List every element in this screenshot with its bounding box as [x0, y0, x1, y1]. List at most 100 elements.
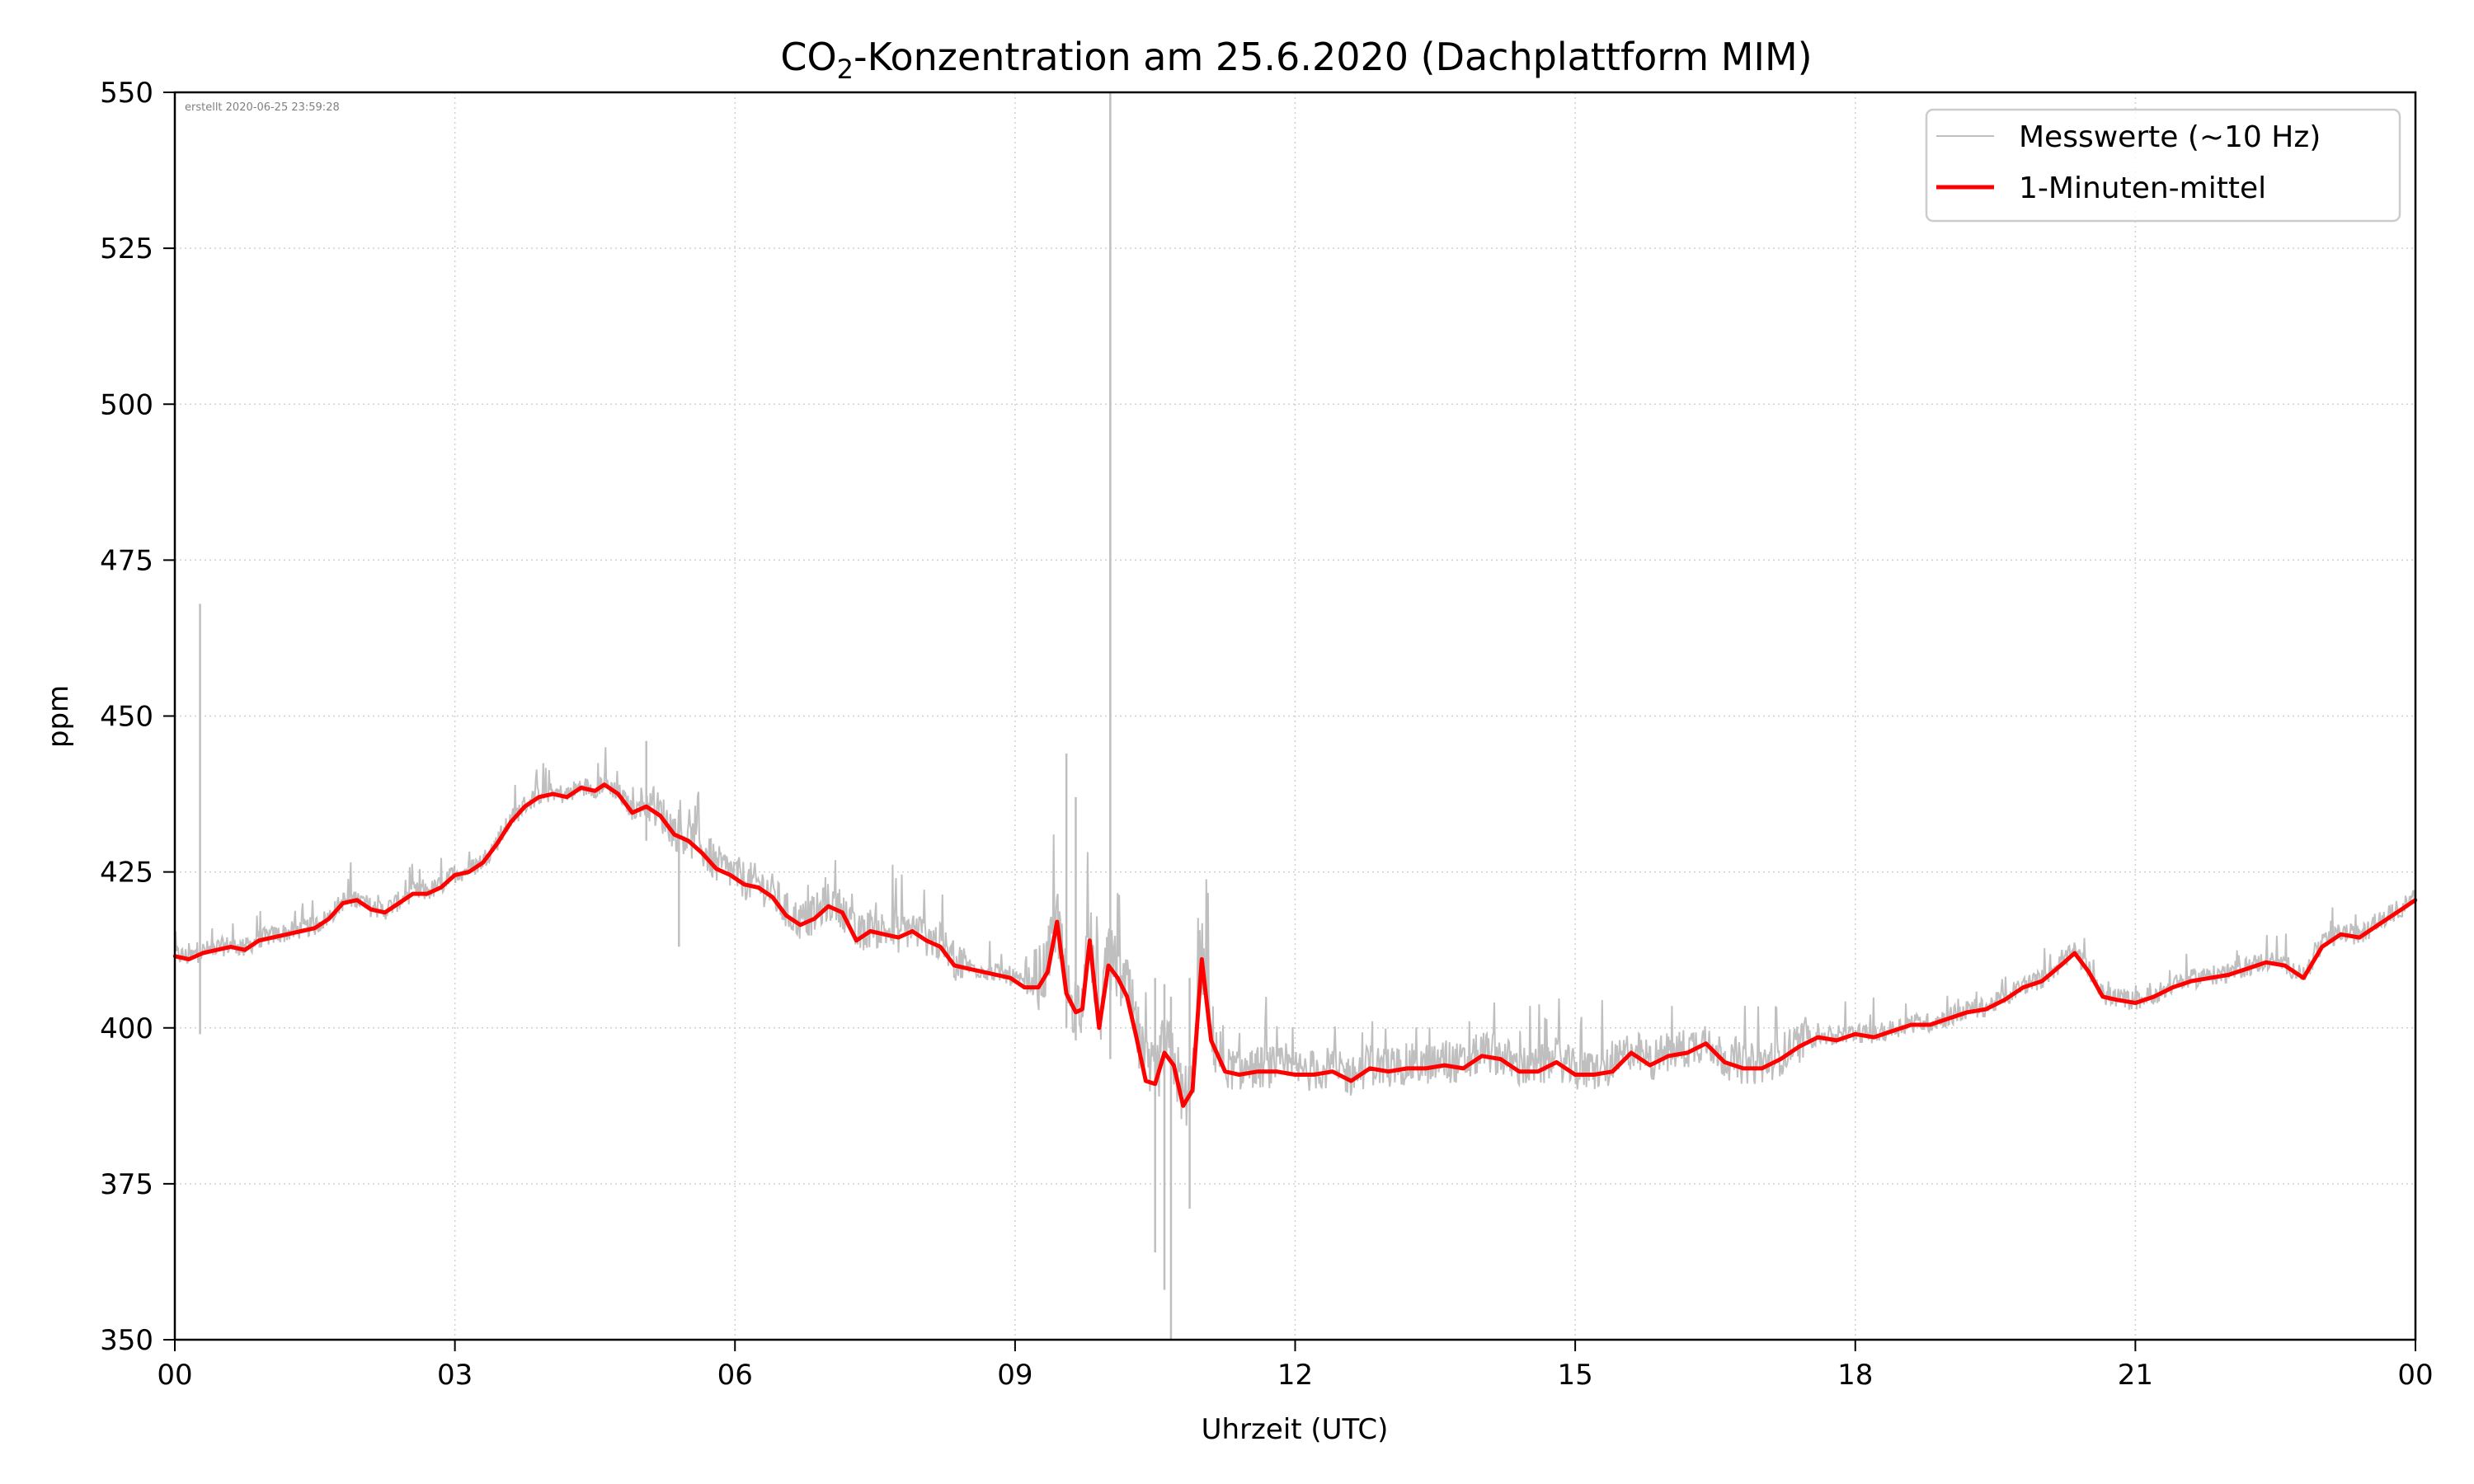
mean-point — [1144, 1078, 1148, 1083]
mean-line — [174, 782, 2417, 1108]
mean-point — [1330, 1069, 1335, 1073]
mean-point — [439, 885, 443, 890]
mean-point — [1009, 976, 1013, 980]
x-tick-label: 15 — [1557, 1359, 1592, 1392]
raw-series-layer — [174, 92, 2416, 1340]
mean-point — [728, 873, 732, 877]
mean-point — [186, 957, 191, 961]
mean-point — [327, 917, 331, 921]
mean-point — [2302, 976, 2306, 980]
mean-point — [700, 851, 704, 856]
mean-point — [882, 932, 887, 937]
mean-point — [242, 948, 247, 952]
x-tick-label: 03 — [437, 1359, 473, 1392]
creation-stamp: erstellt 2020-06-25 23:59:28 — [185, 101, 340, 114]
mean-point — [523, 805, 527, 809]
mean-point — [938, 945, 943, 949]
mean-point — [1853, 1032, 1857, 1036]
mean-point — [1965, 1010, 1969, 1015]
mean-point — [481, 861, 485, 865]
mean-point — [981, 970, 985, 974]
mean-point — [467, 870, 471, 874]
y-tick-label: 500 — [100, 388, 153, 421]
legend-box — [1925, 108, 2401, 223]
y-tick-label: 350 — [100, 1324, 153, 1357]
mean-point — [453, 873, 457, 877]
mean-point — [1741, 1066, 1746, 1071]
mean-point — [1037, 985, 1041, 989]
mean-point — [1190, 1088, 1195, 1092]
mean-point — [200, 951, 205, 956]
mean-point — [967, 966, 971, 971]
mean-point — [1386, 1069, 1390, 1073]
mean-point — [1592, 1073, 1597, 1077]
mean-point — [2152, 994, 2157, 999]
mean-point — [2058, 963, 2062, 968]
x-axis: 00 03 06 09 12 15 18 21 00 — [157, 1340, 2434, 1392]
mean-point — [1116, 976, 1120, 980]
mean-point — [1209, 1038, 1213, 1043]
mean-point — [2021, 985, 2025, 989]
mean-point — [1125, 994, 1129, 999]
mean-point — [1256, 1069, 1260, 1073]
mean-point — [537, 795, 541, 799]
mean-point — [2376, 923, 2380, 928]
mean-point — [1554, 1060, 1559, 1064]
mean-point — [2171, 985, 2175, 989]
mean-point — [1134, 1035, 1139, 1040]
mean-point — [2320, 945, 2324, 949]
mean-point — [742, 882, 746, 887]
mean-point — [1153, 1082, 1157, 1087]
mean-point — [1909, 1022, 1913, 1027]
y-axis: 350 375 400 425 450 475 500 525 550 — [100, 77, 175, 1357]
mean-point — [1816, 1035, 1820, 1040]
mean-point — [924, 938, 929, 943]
mean-point — [2133, 1001, 2138, 1005]
mean-point — [1723, 1060, 1727, 1064]
mean-point — [1162, 1050, 1167, 1055]
mean-point — [602, 782, 606, 787]
mean-point — [2040, 979, 2044, 984]
mean-point — [2357, 935, 2362, 940]
mean-point — [644, 805, 648, 809]
mean-point — [1479, 1054, 1484, 1059]
x-tick-label: 18 — [1837, 1359, 1873, 1392]
mean-point — [686, 838, 690, 843]
mean-point — [1498, 1057, 1503, 1061]
mean-point — [397, 901, 401, 905]
mean-point — [509, 819, 513, 824]
mean-point — [630, 810, 634, 815]
mean-point — [1984, 1007, 1988, 1012]
mean-point — [1704, 1041, 1708, 1045]
mean-point — [313, 926, 317, 930]
mean-point — [840, 910, 844, 915]
mean-point — [1667, 1054, 1671, 1059]
y-axis-label: ppm — [42, 685, 75, 748]
mean-point — [1200, 957, 1204, 961]
y-tick-label: 475 — [100, 544, 153, 577]
legend: Messwerte (~10 Hz) 1-Minuten-mittel — [1925, 108, 2401, 223]
mean-point — [1349, 1078, 1353, 1083]
mean-point — [1442, 1063, 1446, 1068]
mean-point — [1023, 985, 1027, 989]
mean-point — [896, 935, 901, 940]
mean-point — [2395, 910, 2399, 915]
mean-point — [826, 904, 830, 909]
legend-label-raw: Messwerte (~10 Hz) — [2019, 120, 2321, 154]
chart-title: CO2-Konzentration am 25.6.2020 (Dachplat… — [780, 35, 1812, 85]
mean-point — [1088, 938, 1092, 943]
mean-point — [1573, 1073, 1578, 1077]
mean-point — [2283, 963, 2287, 968]
mean-point — [854, 938, 858, 943]
y-tick-label: 450 — [100, 701, 153, 734]
mean-point — [2072, 951, 2077, 956]
raw-measurement-line — [174, 747, 2416, 1126]
mean-point — [2246, 966, 2250, 971]
mean-point — [2100, 994, 2105, 999]
y-tick-label: 525 — [100, 232, 153, 265]
mean-point — [2002, 998, 2007, 1002]
mean-point — [1055, 919, 1060, 924]
x-tick-label: 12 — [1277, 1359, 1313, 1392]
